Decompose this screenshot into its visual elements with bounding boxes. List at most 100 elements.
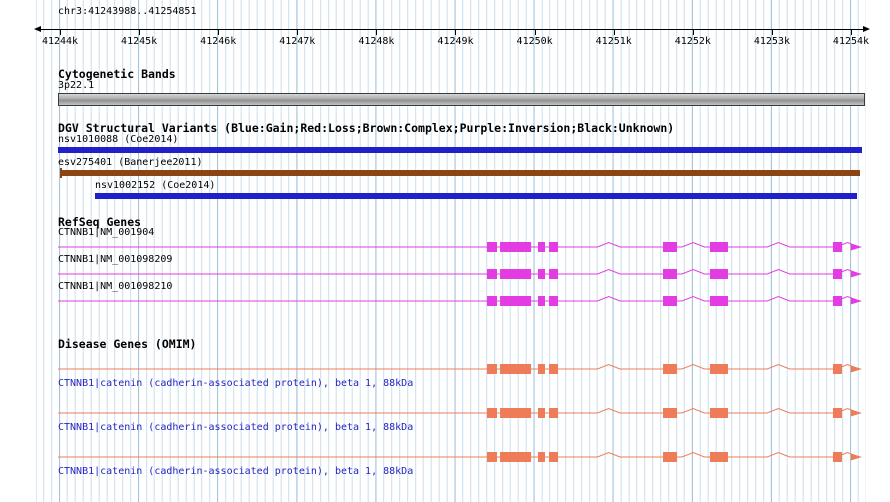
omim-gene-entry: CTNNB1|catenin (cadherin-associated prot… [58,362,862,389]
omim-gene-track: CTNNB1|catenin (cadherin-associated prot… [58,362,862,494]
exon-block[interactable] [537,364,545,374]
exon-block[interactable] [549,242,559,252]
ruler-tick [455,30,457,35]
exon-block[interactable] [500,296,532,306]
exon-block[interactable] [663,364,677,374]
dgv-variant-label: esv275401 (Banerjee2011) [58,157,203,168]
exon-block[interactable] [663,269,677,279]
ruler-tick-label: 41253k [753,36,790,47]
refseq-section-title: RefSeq Genes [58,215,142,229]
omim-section-title: Disease Genes (OMIM) [58,337,197,351]
cytobands-section-title: Cytogenetic Bands [58,67,176,81]
ruler-left-arrow-icon [31,26,41,32]
exon-block[interactable] [832,452,842,462]
ruler-tick [613,30,615,35]
exon-block[interactable] [709,269,728,279]
exon-block[interactable] [709,364,728,374]
gene-model[interactable] [58,406,862,420]
refseq-gene-label: CTNNB1|NM_001098210 [58,281,173,292]
ruler-tick [218,30,220,35]
strand-arrow-icon [850,365,862,373]
exon-block[interactable] [832,364,842,374]
omim-gene-label: CTNNB1|catenin (cadherin-associated prot… [58,466,414,477]
exon-block[interactable] [549,408,559,418]
gene-model[interactable] [58,450,862,464]
gene-model[interactable] [58,267,862,281]
exon-block[interactable] [549,296,559,306]
cytoband-name: 3p22.1 [58,80,95,91]
exon-block[interactable] [487,242,497,252]
ruler-tick [850,30,852,35]
strand-arrow-icon [850,270,862,278]
exon-block[interactable] [487,364,497,374]
strand-arrow-icon [850,243,862,251]
strand-arrow-icon [850,297,862,305]
omim-gene-label: CTNNB1|catenin (cadherin-associated prot… [58,378,414,389]
dgv-variant-bar[interactable] [60,168,860,178]
exon-block[interactable] [487,408,497,418]
ruler-tick [376,30,378,35]
exon-block[interactable] [709,408,728,418]
exon-block[interactable] [500,269,532,279]
exon-block[interactable] [663,242,677,252]
exon-block[interactable] [709,452,728,462]
dgv-variant-bar[interactable] [58,147,862,153]
ruler-tick-label: 41245k [121,36,158,47]
ruler-tick-label: 41247k [279,36,316,47]
exon-block[interactable] [832,269,842,279]
dgv-variant-bar[interactable] [94,193,858,199]
ruler-tick-label: 41244k [41,36,79,47]
exon-block[interactable] [663,452,677,462]
dgv-variant-label: nsv1002152 (Coe2014) [94,180,216,191]
refseq-gene-track: CTNNB1|NM_001904 CTNNB1|NM_001098209 CTNNB… [58,227,862,308]
exon-block[interactable] [500,242,532,252]
gene-model[interactable] [58,240,862,254]
strand-arrow-icon [850,453,862,461]
strand-arrow-icon [850,409,862,417]
exon-block[interactable] [500,452,532,462]
refseq-gene-label: CTNNB1|NM_001098209 [58,254,173,265]
refseq-gene-label: CTNNB1|NM_001904 [58,227,155,238]
omim-gene-label: CTNNB1|catenin (cadherin-associated prot… [58,422,414,433]
gene-model[interactable] [58,294,862,308]
region-label: chr3:41243988..41254851 [58,6,197,17]
exon-block[interactable] [537,408,545,418]
exon-block[interactable] [549,452,559,462]
exon-block[interactable] [709,242,728,252]
exon-block[interactable] [549,364,559,374]
exon-block[interactable] [663,296,677,306]
exon-block[interactable] [500,408,532,418]
refseq-gene-entry: CTNNB1|NM_001098209 [58,254,862,281]
exon-block[interactable] [537,269,545,279]
exon-block[interactable] [663,408,677,418]
ruler-tick [692,30,694,35]
coordinate-ruler: 41244k 41245k 41246k 41247k 41248k 41249k 4125… [34,26,870,47]
exon-block[interactable] [500,364,532,374]
ruler-tick-label: 41251k [595,36,632,47]
refseq-gene-entry: CTNNB1|NM_001904 [58,227,862,254]
ruler-tick [534,30,536,35]
exon-block[interactable] [537,242,545,252]
exon-block[interactable] [709,296,728,306]
exon-block[interactable] [537,452,545,462]
ruler-tick-label: 41246k [200,36,237,47]
ruler-tick-label: 41248k [358,36,395,47]
exon-block[interactable] [832,296,842,306]
dgv-variant-label: nsv1010088 (Coe2014) [58,134,179,145]
ruler-tick [297,30,299,35]
ruler-right-arrow-icon [863,26,873,32]
dgv-variant-track: nsv1010088 (Coe2014) esv275401 (Banerjee2… [58,134,862,203]
exon-block[interactable] [537,296,545,306]
exon-block[interactable] [487,452,497,462]
exon-block[interactable] [549,269,559,279]
exon-block[interactable] [487,296,497,306]
ruler-tick [771,30,773,35]
exon-block[interactable] [487,269,497,279]
exon-block[interactable] [832,408,842,418]
ruler-tick-label: 41252k [674,36,711,47]
ruler-axis-line [38,29,866,30]
gene-model[interactable] [58,362,862,376]
cytoband-bar[interactable] [58,93,865,106]
exon-block[interactable] [832,242,842,252]
